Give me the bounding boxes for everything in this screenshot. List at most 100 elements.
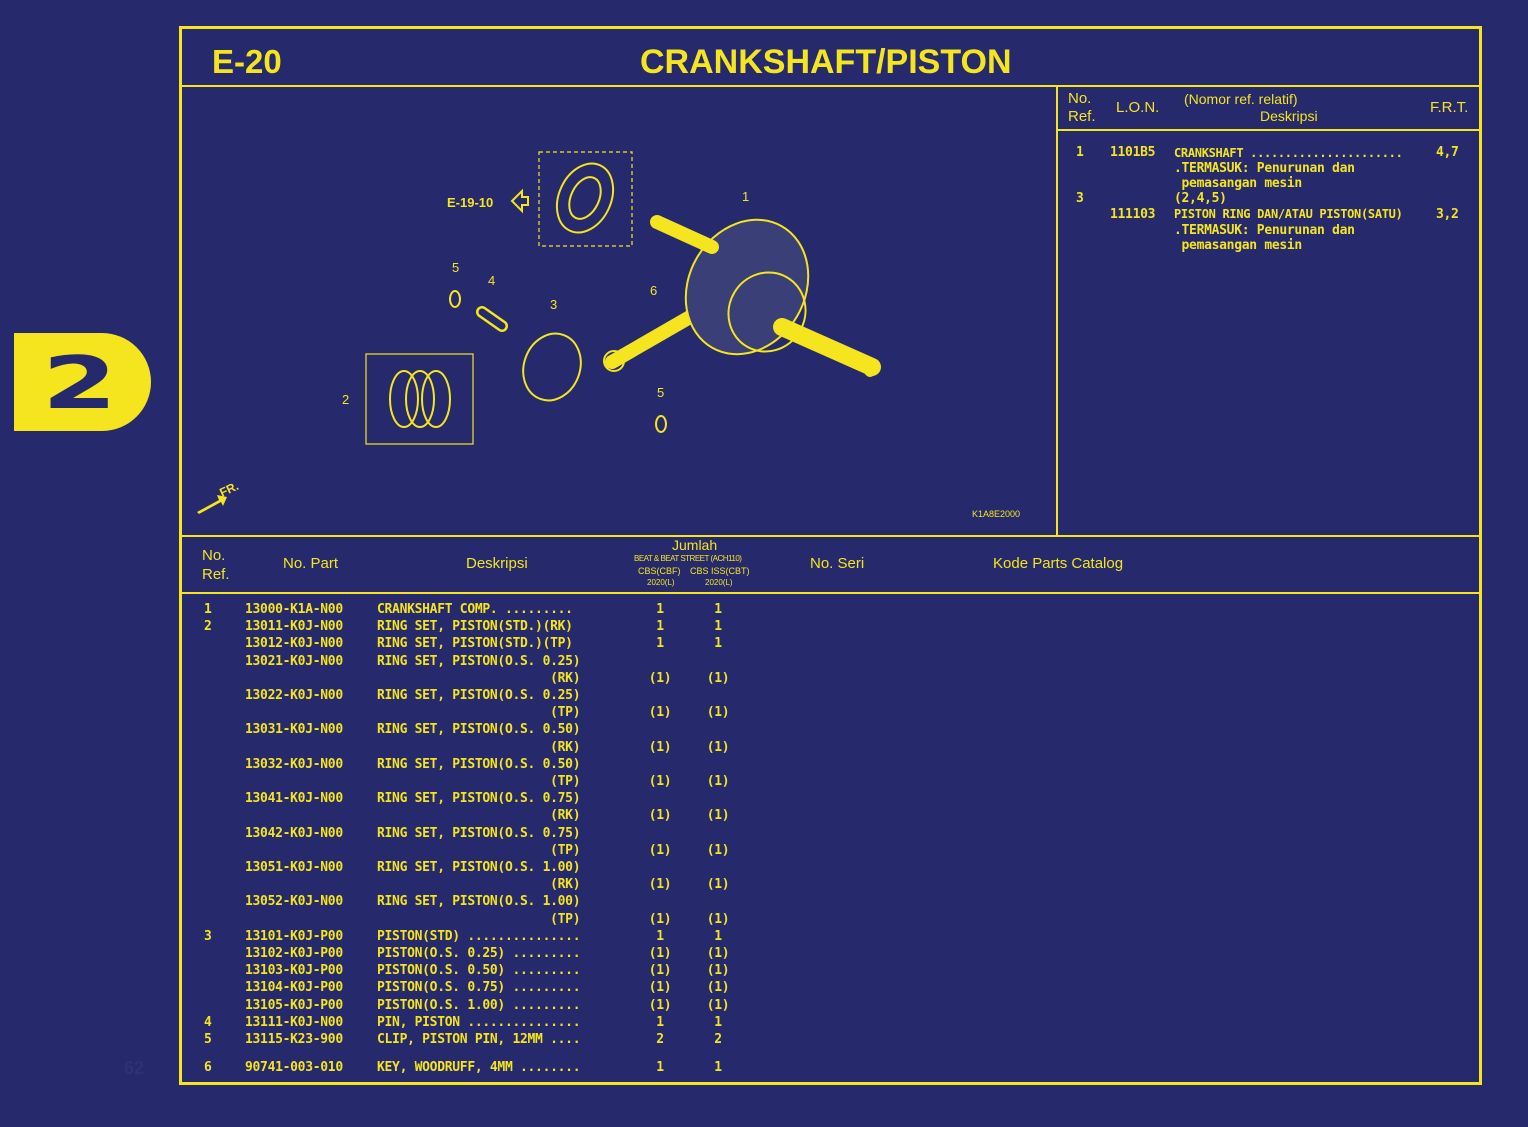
drawing-code: K1A8E2000 (972, 509, 1020, 519)
description-cell: PISTON(O.S. 0.50) ......... (377, 963, 581, 979)
table-row: 13042-K0J-N00 RING SET, PISTON(O.S. 0.75) (182, 826, 742, 843)
qty-cbs-cell: 2 (656, 1032, 664, 1047)
qty-cbs-cell: 1 (656, 636, 664, 652)
section-code: E-20 (212, 43, 282, 80)
part-number-cell: 13000-K1A-N00 (245, 602, 343, 617)
part-number-cell: 13021-K0J-N00 (245, 653, 343, 669)
table-row: (TP) (1) (1) (182, 912, 742, 929)
description-cell: PISTON(STD) ............... (377, 928, 581, 944)
table-row: 5 13115-K23-900 CLIP, PISTON PIN, 12MM ...… (182, 1032, 742, 1049)
table-row: 13051-K0J-N00 RING SET, PISTON(O.S. 1.00) (182, 860, 742, 877)
header-catalog: Kode Parts Catalog (993, 555, 1124, 572)
frt-desc: CRANKSHAFT ...................... (1174, 146, 1403, 160)
part-number-cell: 13105-K0J-P00 (245, 997, 343, 1013)
header-ref: No. Ref. (1068, 90, 1096, 125)
part-number-cell: 13012-K0J-N00 (245, 636, 343, 652)
table-row: 13104-K0J-P00 PISTON(O.S. 0.75) .........… (182, 980, 742, 997)
callout-5: 5 (452, 260, 459, 275)
qty-cbs-iss-cell: 1 (714, 602, 722, 617)
parts-catalog-page: E-20 CRANKSHAFT/PISTON E-19-10 1 (179, 26, 1482, 1085)
description-cell: (RK) (377, 808, 581, 824)
description-cell: RING SET, PISTON(STD.)(TP) (377, 636, 573, 652)
header-col2-year: 2020(L) (705, 578, 733, 587)
callout-3: 3 (550, 297, 557, 312)
ref-cell: 2 (204, 619, 212, 635)
clip-icon (449, 290, 461, 308)
table-row: 13102-K0J-P00 PISTON(O.S. 0.25) .........… (182, 946, 742, 963)
qty-cbs-cell: (1) (648, 774, 672, 789)
part-number-cell: 13115-K23-900 (245, 1032, 343, 1047)
table-row: (RK) (1) (1) (182, 877, 742, 894)
description-cell: (RK) (377, 877, 581, 893)
part-number-cell: 13051-K0J-N00 (245, 860, 343, 875)
qty-cbs-cell: 1 (656, 928, 664, 944)
qty-cbs-iss-cell: (1) (706, 980, 730, 996)
qty-cbs-iss-cell: (1) (706, 739, 730, 755)
qty-cbs-cell: 1 (656, 602, 664, 617)
qty-cbs-cell: (1) (648, 911, 672, 927)
description-cell: RING SET, PISTON(O.S. 1.00) (377, 894, 581, 910)
bearing-box (538, 151, 633, 247)
frt-note: pemasangan mesin (1174, 176, 1303, 191)
ref-cell: 5 (204, 1032, 212, 1047)
part-number-cell: 13042-K0J-N00 (245, 825, 343, 841)
frt-desc: (2,4,5) (1174, 191, 1227, 206)
callout-2: 2 (342, 392, 349, 407)
parts-table-body: 1 13000-K1A-N00 CRANKSHAFT COMP. .........… (182, 592, 1479, 1082)
part-number-cell: 13111-K0J-N00 (245, 1014, 343, 1030)
qty-cbs-cell: 1 (656, 1014, 664, 1030)
description-cell: RING SET, PISTON(O.S. 0.75) (377, 791, 581, 807)
frt-table-header: No. Ref. L.O.N. (Nomor ref. relatif) Des… (1058, 87, 1479, 131)
ref-cell: 4 (204, 1014, 212, 1030)
table-row: 13031-K0J-N00 RING SET, PISTON(O.S. 0.50) (182, 722, 742, 739)
reference-label: E-19-10 (447, 195, 493, 210)
piston-icon (522, 332, 582, 402)
table-row: 13052-K0J-N00 RING SET, PISTON(O.S. 1.00) (182, 894, 742, 911)
ring-set-box (365, 353, 474, 445)
description-cell: KEY, WOODRUFF, 4MM ........ (377, 1060, 581, 1076)
frt-desc: PISTON RING DAN/ATAU PISTON(SATU) (1174, 207, 1403, 221)
qty-cbs-iss-cell: 1 (714, 1014, 722, 1030)
part-number-cell: 13022-K0J-N00 (245, 688, 343, 703)
part-number-cell: 13102-K0J-P00 (245, 946, 343, 961)
section-tab: 2 (14, 333, 151, 431)
header-desc: Deskripsi (466, 555, 528, 572)
qty-cbs-iss-cell: (1) (706, 670, 730, 686)
title-bar: E-20 CRANKSHAFT/PISTON (182, 29, 1479, 87)
qty-cbs-iss-cell: 1 (714, 928, 722, 944)
part-number-cell: 13103-K0J-P00 (245, 963, 343, 979)
part-number-cell: 90741-003-010 (245, 1060, 343, 1076)
header-col1: CBS(CBF) (638, 566, 681, 576)
qty-cbs-cell: (1) (648, 946, 672, 961)
frt-value: 4,7 (1436, 145, 1459, 160)
qty-cbs-cell: (1) (648, 808, 672, 824)
description-cell: CRANKSHAFT COMP. ......... (377, 602, 573, 617)
part-number-cell: 13011-K0J-N00 (245, 619, 343, 635)
crank-web (684, 218, 810, 356)
bearing-icon (555, 162, 615, 234)
header-col1-year: 2020(L) (647, 578, 675, 587)
parts-table-header: No. Ref. No. Part Deskripsi Jumlah BEAT … (182, 535, 1479, 594)
part-number-cell: 13052-K0J-N00 (245, 894, 343, 910)
qty-cbs-cell: (1) (648, 739, 672, 755)
frt-note: pemasangan mesin (1174, 238, 1303, 253)
description-cell: RING SET, PISTON(O.S. 0.25) (377, 653, 581, 669)
qty-cbs-iss-cell: (1) (706, 946, 730, 961)
description-cell: RING SET, PISTON(O.S. 0.25) (377, 688, 581, 703)
header-ref: No. Ref. (202, 547, 230, 583)
part-number-cell: 13041-K0J-N00 (245, 791, 343, 807)
frt-note: .TERMASUK: Penurunan dan (1174, 161, 1355, 176)
part-number-cell: 13104-K0J-P00 (245, 980, 343, 996)
frt-note: .TERMASUK: Penurunan dan (1174, 223, 1355, 238)
crankshaft-piston-drawing: E-19-10 1 2 3 4 5 5 6 FR. K1A8E2000 (197, 151, 1020, 519)
table-row: 13022-K0J-N00 RING SET, PISTON(O.S. 0.25) (182, 688, 742, 705)
page-title: CRANKSHAFT/PISTON (640, 43, 1012, 81)
description-cell: (RK) (377, 739, 581, 755)
table-row: 13103-K0J-P00 PISTON(O.S. 0.50) .........… (182, 963, 742, 980)
header-serial: No. Seri (810, 555, 865, 572)
description-cell: RING SET, PISTON(O.S. 0.75) (377, 825, 581, 841)
qty-cbs-cell: 1 (656, 1060, 664, 1076)
qty-cbs-iss-cell: (1) (706, 842, 730, 858)
front-arrow-icon (197, 495, 227, 514)
header-part: No. Part (283, 555, 339, 572)
